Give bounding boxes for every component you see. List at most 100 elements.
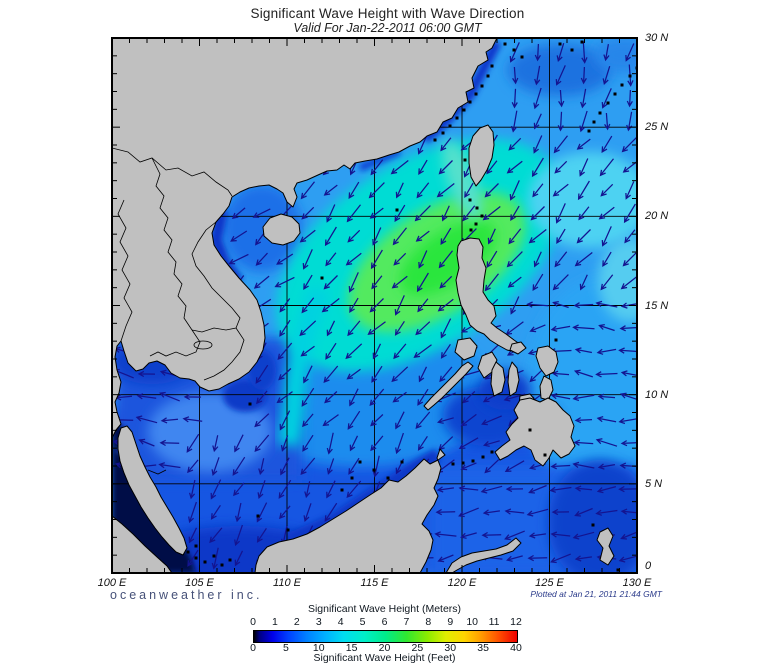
meters-tick: 11 (488, 616, 500, 628)
wave-direction-arrow (511, 88, 518, 109)
island-speck (481, 455, 485, 459)
wave-direction-arrow (346, 480, 362, 499)
wave-direction-arrow (462, 390, 476, 404)
wave-direction-arrow (573, 369, 593, 378)
wave-direction-arrow (534, 43, 541, 62)
feet-tick: 20 (378, 642, 391, 654)
wave-direction-arrow (234, 550, 244, 567)
wave-direction-arrow (574, 507, 593, 517)
feet-tick: 5 (282, 642, 289, 654)
wave-direction-arrow (413, 344, 432, 358)
wave-direction-arrow (211, 457, 220, 476)
wave-direction-arrow (581, 41, 588, 64)
wave-direction-arrow (392, 227, 407, 246)
lon-label: 110 E (273, 577, 301, 589)
wave-direction-arrow (349, 388, 359, 407)
wave-direction-arrow (481, 415, 502, 426)
wave-direction-arrow (550, 553, 571, 564)
wave-direction-arrow (438, 250, 453, 269)
wave-direction-arrow (579, 158, 589, 177)
wave-direction-arrow (603, 43, 610, 62)
wave-direction-arrow (486, 250, 498, 269)
wave-direction-arrow (372, 343, 382, 360)
wave-direction-arrow (552, 300, 569, 309)
island-speck (620, 83, 624, 87)
island-speck (592, 120, 596, 124)
wave-direction-arrow (595, 509, 618, 516)
wave-direction-arrow (322, 414, 339, 427)
wave-direction-arrow (620, 440, 637, 447)
wave-direction-arrow (439, 366, 453, 383)
wave-direction-arrow (369, 207, 384, 219)
island-speck (228, 558, 232, 562)
lat-label: 5 N (645, 477, 663, 490)
island-speck (220, 563, 224, 567)
wave-direction-arrow (274, 276, 295, 288)
island-speck (286, 528, 290, 532)
island-speck (463, 158, 467, 162)
wave-direction-arrow (326, 458, 335, 475)
wave-direction-arrow (600, 183, 614, 197)
legend-feet-label: Significant Wave Height (Feet) (313, 652, 456, 664)
land-masbate (509, 341, 527, 355)
wave-direction-arrow (551, 370, 570, 377)
wave-direction-arrow (323, 275, 338, 290)
wave-direction-arrow (434, 531, 457, 538)
wave-direction-arrow (598, 323, 615, 332)
wave-direction-arrow (278, 479, 292, 499)
island-speck (528, 428, 532, 432)
wave-direction-arrow (188, 527, 198, 544)
wave-direction-arrow (301, 297, 315, 314)
wave-direction-arrow (533, 113, 542, 130)
lon-label: 100 E (97, 577, 127, 589)
lon-label: 115 E (360, 577, 389, 589)
land-cebu (507, 361, 520, 397)
wave-direction-arrow (509, 180, 520, 201)
wave-direction-arrow (210, 504, 221, 520)
island-speck (616, 568, 620, 572)
wave-direction-arrow (441, 205, 450, 222)
wave-direction-arrow (279, 319, 291, 337)
meters-tick: 2 (293, 616, 300, 628)
wave-direction-arrow (210, 479, 222, 500)
wave-direction-arrow (348, 181, 360, 200)
wave-direction-arrow (348, 457, 360, 475)
wave-direction-arrow (324, 226, 337, 247)
wave-direction-arrow (160, 417, 179, 424)
island-speck (490, 64, 494, 68)
wave-direction-arrow (509, 42, 520, 63)
wave-direction-arrow (482, 440, 500, 447)
wave-direction-arrow (599, 158, 614, 177)
wave-direction-arrow (555, 203, 566, 224)
island-speck (613, 92, 617, 96)
wave-direction-arrow (557, 111, 564, 132)
wave-direction-arrow (347, 229, 361, 243)
wave-direction-arrow (300, 457, 316, 476)
wave-direction-arrow (159, 439, 180, 447)
wave-direction-arrow (254, 434, 270, 453)
meters-tick: 0 (250, 616, 256, 628)
wave-direction-arrow (256, 527, 267, 543)
wave-direction-arrow (209, 527, 223, 544)
wave-direction-arrow (325, 342, 337, 360)
wave-direction-arrow (604, 112, 611, 131)
wave-direction-arrow (230, 230, 248, 242)
wave-direction-arrow (279, 410, 291, 431)
wave-direction-arrow (458, 507, 479, 518)
wave-direction-arrow (280, 457, 290, 476)
wave-direction-arrow (553, 135, 568, 154)
wave-direction-arrow (510, 205, 520, 222)
wave-direction-arrow (532, 183, 544, 198)
wave-direction-arrow (596, 348, 617, 355)
island-speck (433, 138, 437, 142)
feet-tick: 40 (510, 642, 522, 654)
wave-direction-arrow (211, 547, 219, 570)
wave-direction-arrow (598, 206, 615, 220)
island-speck (543, 453, 547, 457)
wave-direction-arrow (228, 253, 249, 265)
wave-direction-arrow (596, 416, 617, 423)
island-speck (591, 523, 595, 527)
lon-label: 130 E (622, 577, 652, 589)
island-speck (386, 476, 390, 480)
wave-direction-arrow (276, 253, 294, 265)
